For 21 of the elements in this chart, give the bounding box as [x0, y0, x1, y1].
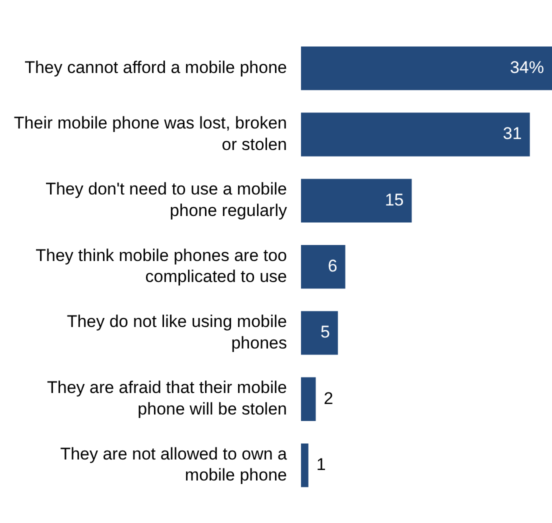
bar — [301, 46, 552, 90]
data-label: 5 — [320, 322, 330, 342]
y-tick-label: They are not allowed to own a mobile phone — [60, 444, 288, 485]
data-label: 31 — [502, 124, 522, 144]
y-tick-label: They cannot afford a mobile phone — [24, 58, 287, 78]
data-label: 1 — [316, 454, 326, 474]
y-tick-label: Their mobile phone was lost, broken or stolen — [14, 114, 287, 154]
y-tick-label: They do not like using mobile phones — [66, 312, 287, 352]
bar — [301, 178, 412, 222]
bar — [301, 311, 338, 355]
data-label: 34% — [510, 58, 544, 78]
bar — [301, 443, 308, 488]
data-label: 6 — [328, 256, 338, 276]
bar — [301, 112, 530, 156]
data-label: 2 — [324, 388, 334, 408]
data-label: 15 — [384, 190, 404, 210]
y-tick-label: They are afraid that their mobile phone will be stolen — [46, 378, 287, 418]
y-tick-label: They think mobile phones are too complicated to use — [36, 246, 287, 286]
y-tick-label: They don't need to use a mobile phone regularly — [46, 180, 288, 220]
bar — [301, 244, 346, 289]
bar — [301, 377, 316, 421]
